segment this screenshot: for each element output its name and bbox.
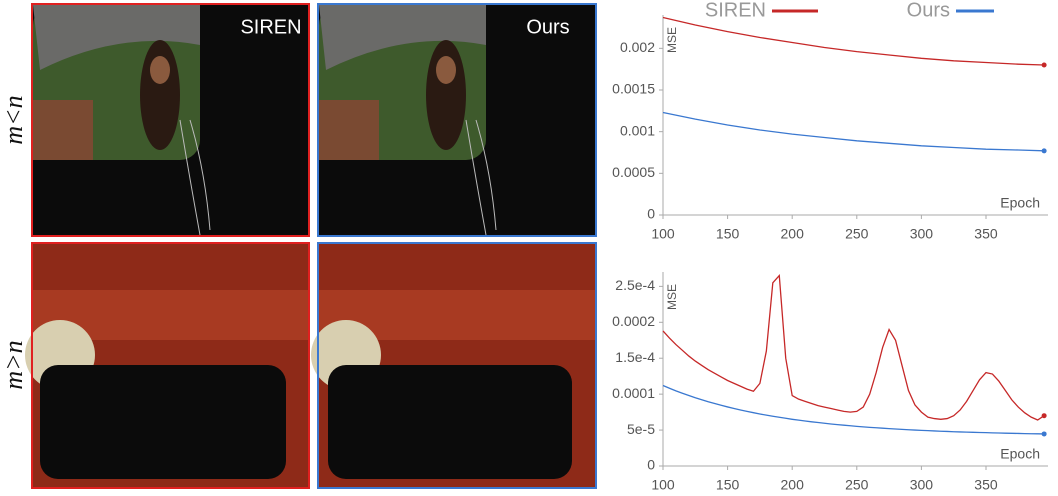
series-line (663, 386, 1044, 434)
x-tick-label: 300 (910, 477, 934, 491)
image-panel (311, 243, 596, 488)
x-axis-label: Epoch (1000, 446, 1040, 462)
y-axis-label: MSE (665, 284, 679, 310)
x-tick-label: 100 (651, 226, 675, 242)
series-line (663, 113, 1044, 151)
series-line (663, 18, 1044, 66)
x-tick-label: 350 (974, 477, 998, 491)
x-tick-label: 250 (845, 226, 869, 242)
x-tick-label: 300 (910, 226, 934, 242)
y-tick-label: 0.001 (620, 122, 655, 138)
end-point (1042, 63, 1047, 68)
panel-label: SIREN (240, 16, 301, 38)
x-tick-label: 100 (651, 477, 675, 491)
x-tick-label: 250 (845, 477, 869, 491)
figure: SIREN Ours m<n m>n SIREN Ours 0 0.0005 0.0… (0, 0, 1058, 491)
y-tick-label: 0.0015 (612, 81, 655, 97)
x-tick-label: 150 (716, 226, 740, 242)
y-tick-label: 0.0005 (612, 164, 655, 180)
y-tick-label: 0.0001 (612, 385, 655, 401)
series-line (663, 276, 1044, 420)
y-tick-label: 0.002 (620, 39, 655, 55)
x-axis-label: Epoch (1000, 195, 1040, 211)
y-tick-label: 0.0002 (612, 313, 655, 329)
end-point (1042, 431, 1047, 436)
y-tick-label: 1.5e-4 (615, 349, 655, 365)
legend-label: Ours (907, 0, 950, 21)
image-panel (318, 4, 596, 236)
y-axis-label: MSE (665, 27, 679, 53)
x-tick-label: 200 (781, 226, 805, 242)
panel-label: Ours (526, 16, 569, 38)
x-tick-label: 350 (974, 226, 998, 242)
legend-label: SIREN (705, 0, 766, 21)
row-label: m<n (0, 95, 28, 144)
y-tick-label: 0 (647, 457, 655, 473)
y-tick-label: 2.5e-4 (615, 277, 655, 293)
x-tick-label: 200 (781, 477, 805, 491)
x-tick-label: 150 (716, 477, 740, 491)
end-point (1042, 148, 1047, 153)
row-label: m>n (0, 340, 28, 389)
image-panel (25, 243, 309, 488)
image-panel (32, 4, 309, 236)
end-point (1042, 413, 1047, 418)
y-tick-label: 5e-5 (627, 421, 655, 437)
y-tick-label: 0 (647, 206, 655, 222)
